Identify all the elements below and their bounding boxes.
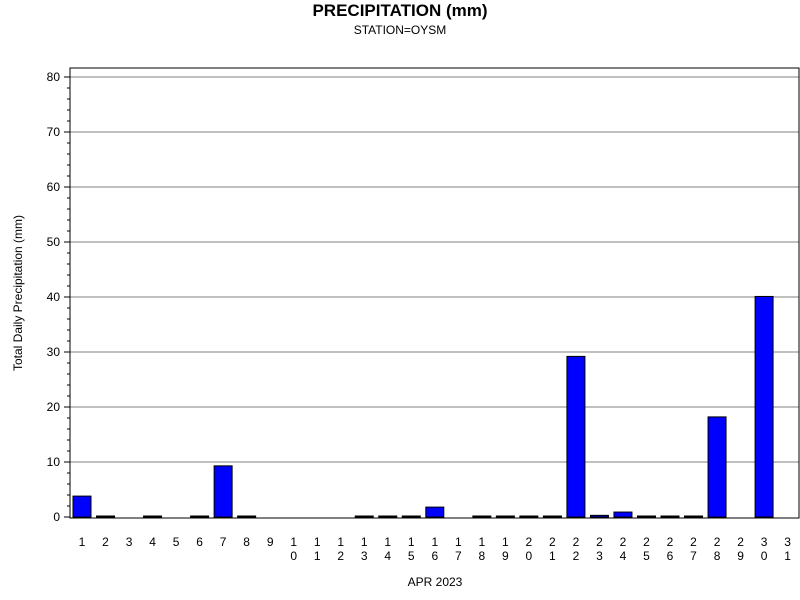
bar-day-1 [72, 495, 92, 518]
x-tick-label: 3 [126, 535, 133, 549]
x-tick-label: 5 [173, 535, 180, 549]
bar-day-4 [143, 515, 163, 518]
bar-day-6 [190, 515, 210, 518]
chart-subtitle: STATION=OYSM [353, 23, 447, 37]
x-tick-label: 6 [196, 535, 203, 549]
bar-day-24 [613, 511, 633, 518]
bar-day-28 [707, 416, 727, 518]
bar-day-26 [660, 515, 680, 518]
x-tick-label: 2 [102, 535, 109, 549]
y-tick-label: 50 [47, 235, 61, 249]
bar-day-15 [401, 515, 421, 518]
y-tick-label: 80 [47, 70, 61, 84]
y-tick-label: 0 [53, 510, 60, 524]
bar-day-21 [542, 515, 562, 518]
bar-day-25 [636, 515, 656, 518]
x-axis-ticks: 1 2 3 4 5 6 7 8 9 1 01 11 21 31 41 51 61 71 81 92 02 12 22 32 42… [79, 535, 792, 563]
x-tick-label: 9 [267, 535, 274, 549]
grid-lines [70, 76, 799, 463]
y-tick-label: 70 [47, 125, 61, 139]
y-tick-label: 60 [47, 180, 61, 194]
x-tick-label: 7 [220, 535, 227, 549]
bar-day-23 [589, 514, 609, 518]
bar-day-30 [754, 295, 774, 518]
bar-day-8 [237, 515, 257, 518]
y-tick-label: 20 [47, 400, 61, 414]
plot-frame [69, 67, 800, 519]
x-tick-label: 4 [149, 535, 156, 549]
bar-day-27 [684, 515, 704, 518]
bar-day-16 [425, 506, 445, 518]
bar-day-7 [213, 465, 233, 518]
chart-title: PRECIPITATION (mm) [312, 1, 488, 20]
bar-day-18 [472, 515, 492, 518]
y-tick-label: 10 [47, 455, 61, 469]
bar-day-2 [96, 515, 116, 518]
bar-day-14 [378, 515, 398, 518]
y-axis-ticks: 0 10 20 30 40 50 60 70 80 [47, 70, 70, 524]
x-tick-label: 1 [79, 535, 86, 549]
bar-day-22 [566, 355, 586, 518]
bar-day-20 [519, 515, 539, 518]
bar-day-19 [495, 515, 515, 518]
bars [72, 295, 774, 518]
x-axis-label: APR 2023 [408, 575, 463, 589]
y-tick-label: 30 [47, 345, 61, 359]
y-axis-label: Total Daily Precipitation (mm) [11, 215, 25, 371]
bar-day-13 [354, 515, 374, 518]
x-tick-label: 8 [243, 535, 250, 549]
y-tick-label: 40 [47, 290, 61, 304]
